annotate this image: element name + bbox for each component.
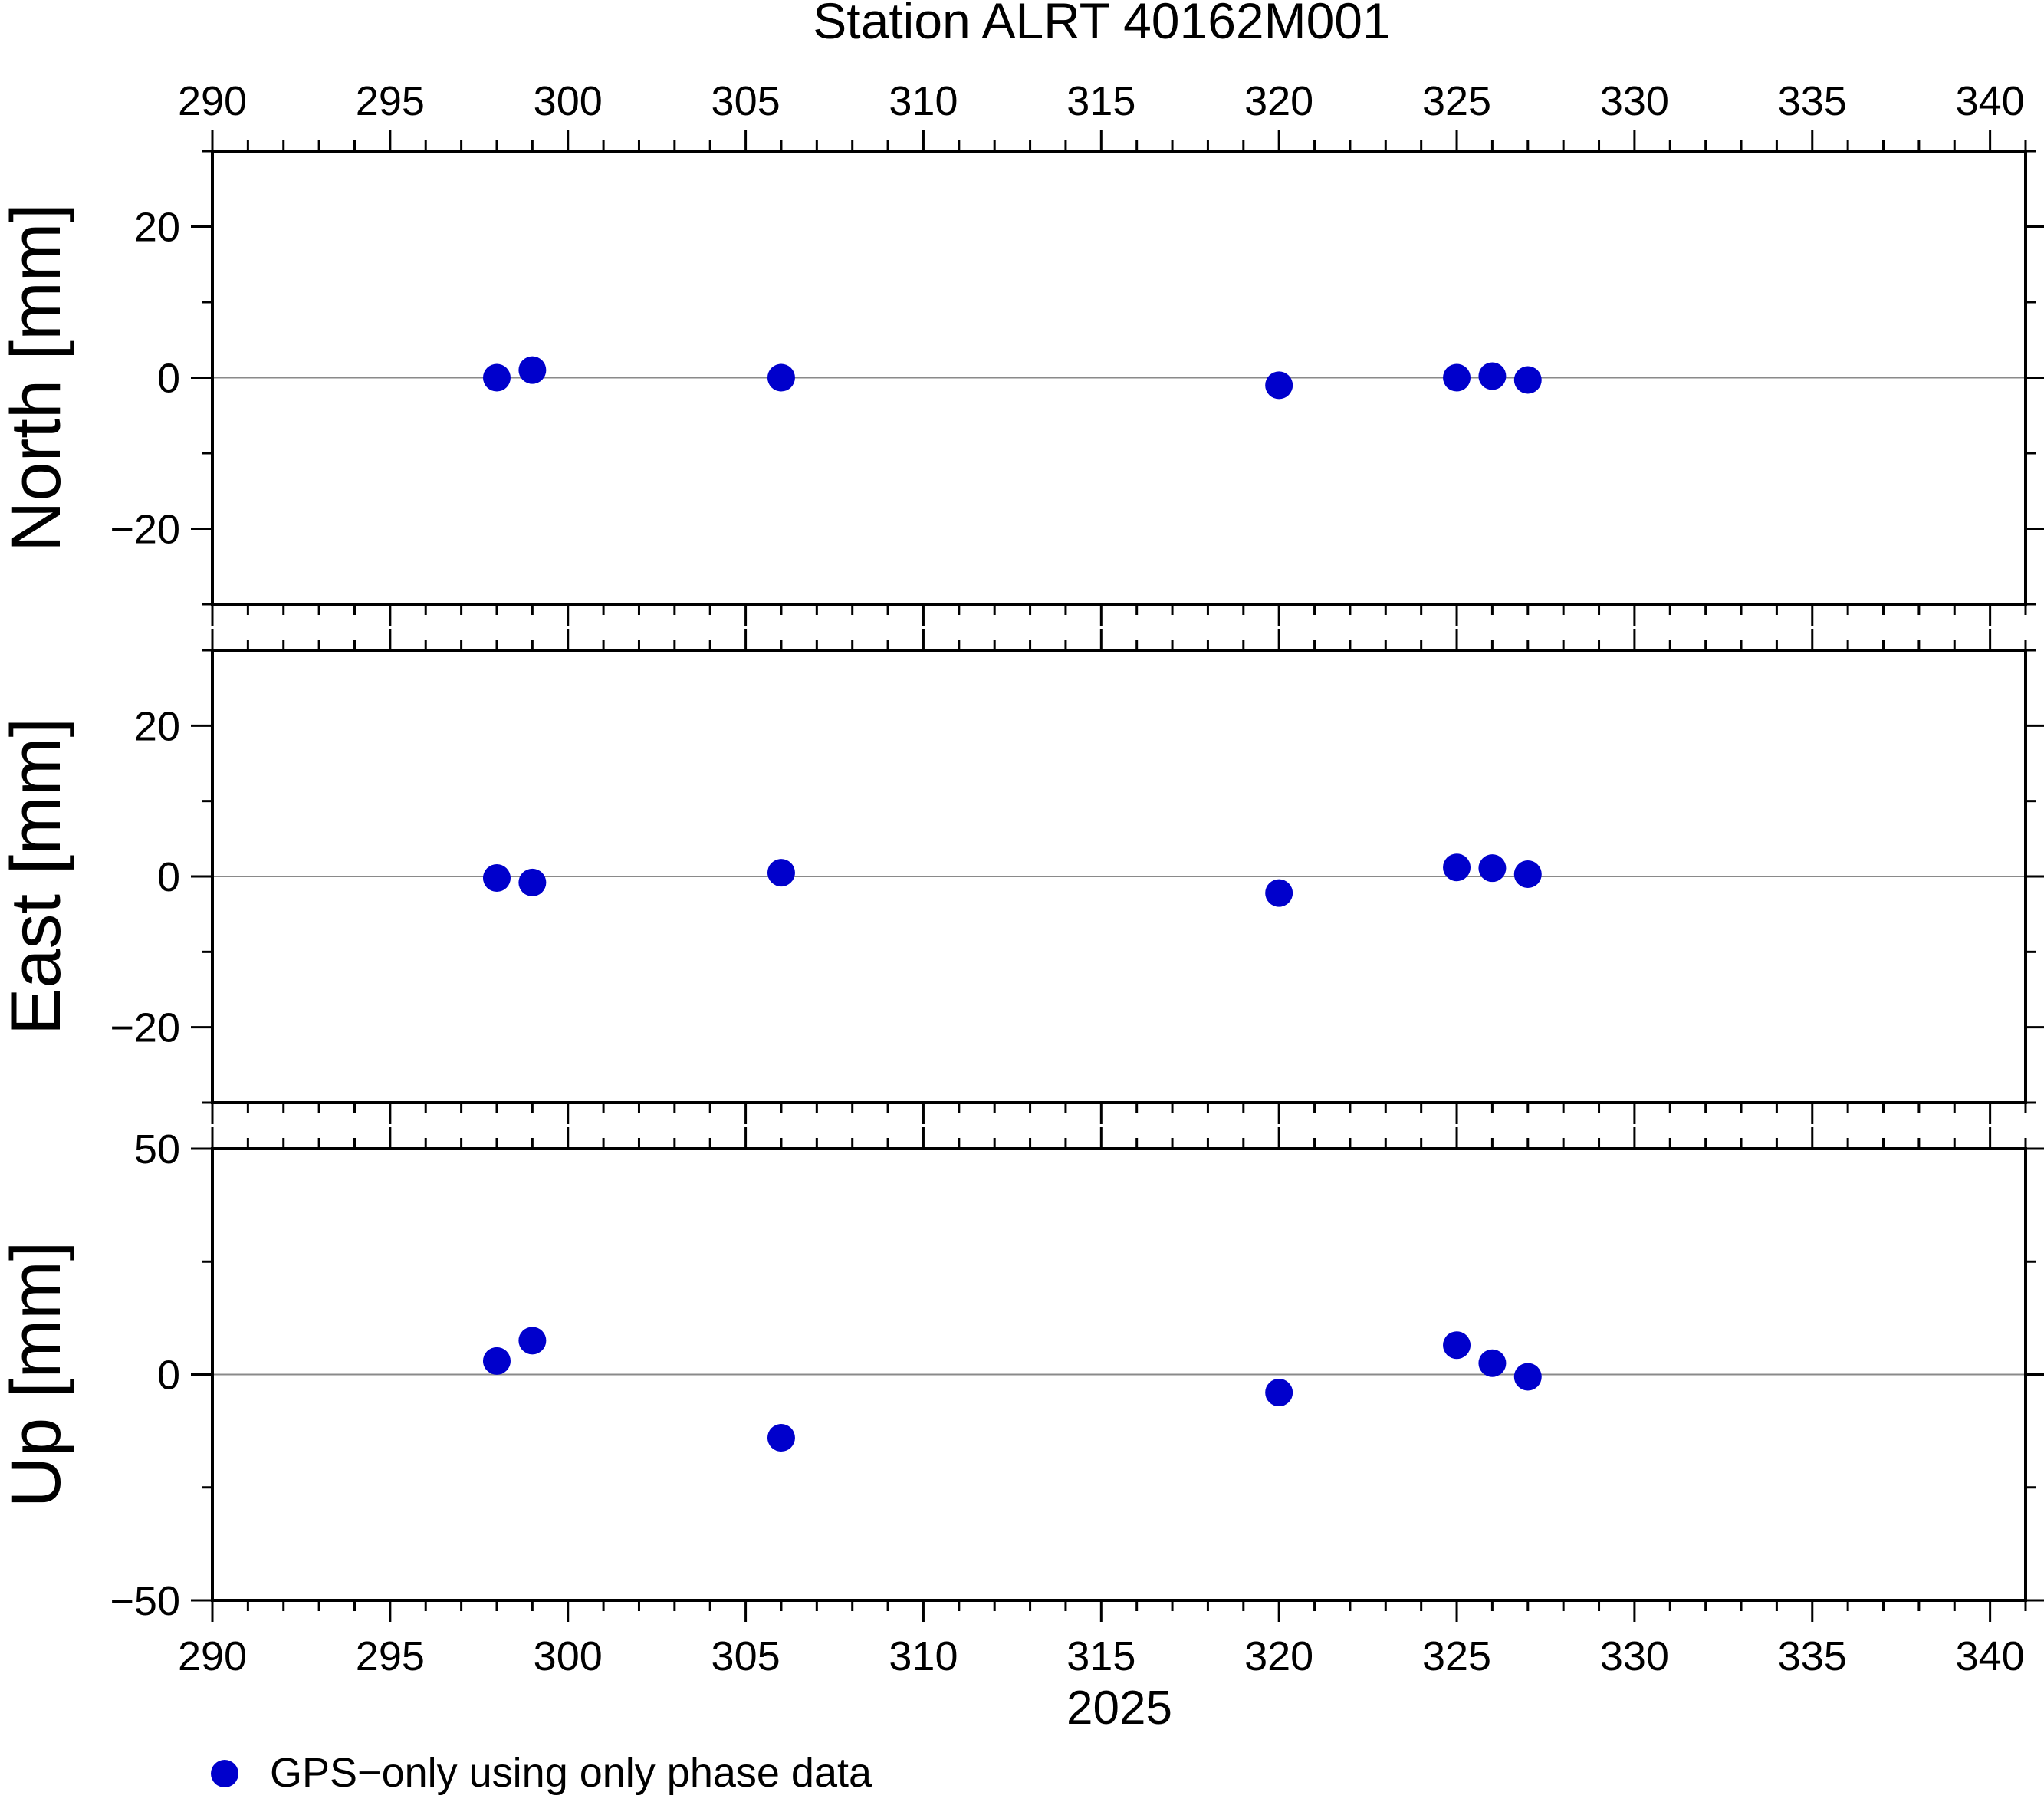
top-x-tick-label: 295	[356, 78, 425, 124]
up-data-point	[518, 1327, 547, 1355]
east-y-tick-label: 20	[134, 703, 180, 749]
up-frame	[211, 1147, 2027, 1602]
bottom-x-tick-label: 300	[534, 1633, 603, 1679]
east-data-point	[1265, 879, 1293, 907]
top-x-tick-label: 300	[534, 78, 603, 124]
north-data-point	[1478, 362, 1507, 390]
panel-up: 50 0 −50 Up [mm]	[0, 1126, 2044, 1624]
up-y-tick-label: 50	[134, 1126, 180, 1172]
bottom-x-tick-label: 320	[1244, 1633, 1313, 1679]
east-data-point	[1443, 853, 1471, 882]
north-frame	[211, 150, 2027, 606]
up-data-point	[1443, 1331, 1471, 1360]
top-x-tick-label: 315	[1066, 78, 1135, 124]
east-y-axis-label: East [mm]	[0, 718, 75, 1035]
panel-east: 20 0 −20 East [mm]	[0, 629, 2044, 1124]
up-y-tick-label: −50	[110, 1578, 180, 1624]
panel-north: 20 0 −20 North [mm]	[0, 130, 2044, 626]
up-data-point	[482, 1347, 511, 1375]
east-data-point	[518, 868, 547, 896]
x-axis-label: 2025	[1066, 1682, 1172, 1735]
legend-label: GPS−only using only phase data	[270, 1750, 872, 1796]
legend-marker	[211, 1760, 238, 1787]
east-data-point	[767, 859, 795, 887]
bottom-x-tick-label: 295	[356, 1633, 425, 1679]
top-x-tick-label: 305	[711, 78, 780, 124]
top-x-tick-label: 290	[178, 78, 247, 124]
east-y-tick-label: −20	[110, 1005, 180, 1051]
up-data-point	[1513, 1363, 1542, 1391]
bottom-x-tick-label: 310	[889, 1633, 958, 1679]
chart-title: Station ALRT 40162M001	[813, 0, 1390, 49]
top-x-tick-label: 310	[889, 78, 958, 124]
top-x-tick-labels: 290 295 300 305 310 315 320 325 330 335 340	[178, 78, 2025, 124]
east-data-point	[482, 863, 511, 892]
bottom-x-tick-label: 305	[711, 1633, 780, 1679]
panels: 20 0 −20 North [mm] 20 0 −20 East [mm] 50 0 −50 Up …	[0, 130, 2044, 1624]
bottom-x-tick-label: 315	[1066, 1633, 1135, 1679]
up-data-point	[767, 1423, 795, 1452]
bottom-x-tick-labels: 290 295 300 305 310 315 320 325 330 335 340	[178, 1633, 2025, 1679]
bottom-x-tick-label: 325	[1422, 1633, 1491, 1679]
top-x-tick-label: 330	[1600, 78, 1669, 124]
north-y-tick-label: 20	[134, 205, 180, 251]
north-data-point	[1443, 363, 1471, 392]
east-data-point	[1513, 860, 1542, 889]
up-data-point	[1265, 1379, 1293, 1407]
north-data-point	[518, 356, 547, 384]
bottom-x-tick-label: 335	[1778, 1633, 1847, 1679]
north-y-tick-label: 0	[157, 356, 180, 402]
east-frame	[211, 649, 2027, 1104]
east-y-tick-label: 0	[157, 854, 180, 900]
up-y-axis-label: Up [mm]	[0, 1241, 75, 1508]
bottom-x-tick-label: 330	[1600, 1633, 1669, 1679]
north-data-point	[1513, 366, 1542, 394]
north-data-point	[482, 363, 511, 392]
top-x-tick-label: 335	[1778, 78, 1847, 124]
top-x-tick-label: 340	[1956, 78, 2025, 124]
top-x-tick-label: 325	[1422, 78, 1491, 124]
north-y-axis-label: North [mm]	[0, 203, 75, 552]
north-data-point	[767, 363, 795, 392]
north-data-point	[1265, 371, 1293, 400]
legend: GPS−only using only phase data	[211, 1750, 872, 1796]
bottom-x-tick-label: 340	[1956, 1633, 2025, 1679]
up-data-point	[1478, 1349, 1507, 1377]
top-x-tick-label: 320	[1244, 78, 1313, 124]
bottom-x-tick-label: 290	[178, 1633, 247, 1679]
up-y-tick-label: 0	[157, 1353, 180, 1399]
north-y-tick-label: −20	[110, 507, 180, 553]
east-data-point	[1478, 854, 1507, 883]
